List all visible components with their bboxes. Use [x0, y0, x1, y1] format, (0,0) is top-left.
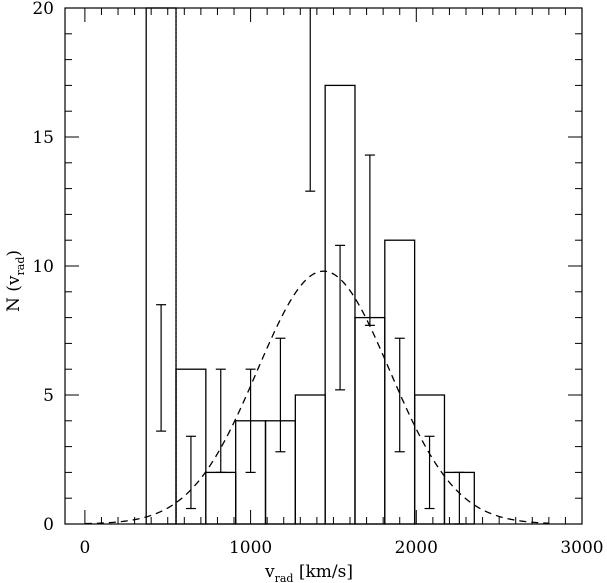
histogram-bar: [354, 316, 386, 525]
x-axis-label-unit: [km/s]: [293, 562, 353, 582]
y-tick-label: 20: [32, 0, 54, 19]
y-axis-label-sub: rad: [14, 257, 27, 276]
x-tick-label: 3000: [560, 538, 603, 558]
plot-frame: [64, 7, 583, 525]
y-tick-label: 5: [43, 386, 54, 406]
y-tick-label: 10: [32, 257, 54, 277]
error-bar: [275, 337, 286, 453]
error-bar: [364, 154, 375, 326]
error-bar: [185, 435, 196, 510]
error-bar: [156, 304, 167, 432]
y-tick-labels: 0 5 10 15 20: [32, 0, 54, 535]
gaussian-fit-curve: [84, 270, 549, 525]
x-tick-label: 2000: [395, 538, 438, 558]
x-tick-labels: 0 1000 2000 3000: [79, 538, 603, 558]
x-axis-label: vrad [km/s]: [264, 562, 353, 583]
error-bars: [156, 8, 465, 525]
y-tick-label: 15: [32, 128, 54, 148]
x-axis-label-sub: rad: [275, 572, 294, 583]
error-bar: [305, 8, 316, 192]
y-axis-label-main: N (v: [4, 275, 24, 312]
y-axis-label: N (vrad): [4, 250, 27, 312]
histogram-bar: [205, 471, 237, 525]
x-tick-label: 0: [79, 538, 90, 558]
error-bar: [335, 244, 346, 391]
error-bar: [424, 435, 435, 510]
error-bar: [394, 337, 405, 453]
y-axis-label-close: ): [4, 250, 24, 257]
x-axis-label-main: v: [264, 562, 275, 582]
error-bar: [454, 471, 465, 525]
axis-ticks: [65, 7, 583, 525]
histogram-bar: [294, 394, 326, 525]
x-tick-label: 1000: [229, 538, 272, 558]
error-bar: [215, 368, 226, 473]
y-tick-label: 0: [43, 515, 54, 535]
histogram-bar: [145, 7, 177, 525]
